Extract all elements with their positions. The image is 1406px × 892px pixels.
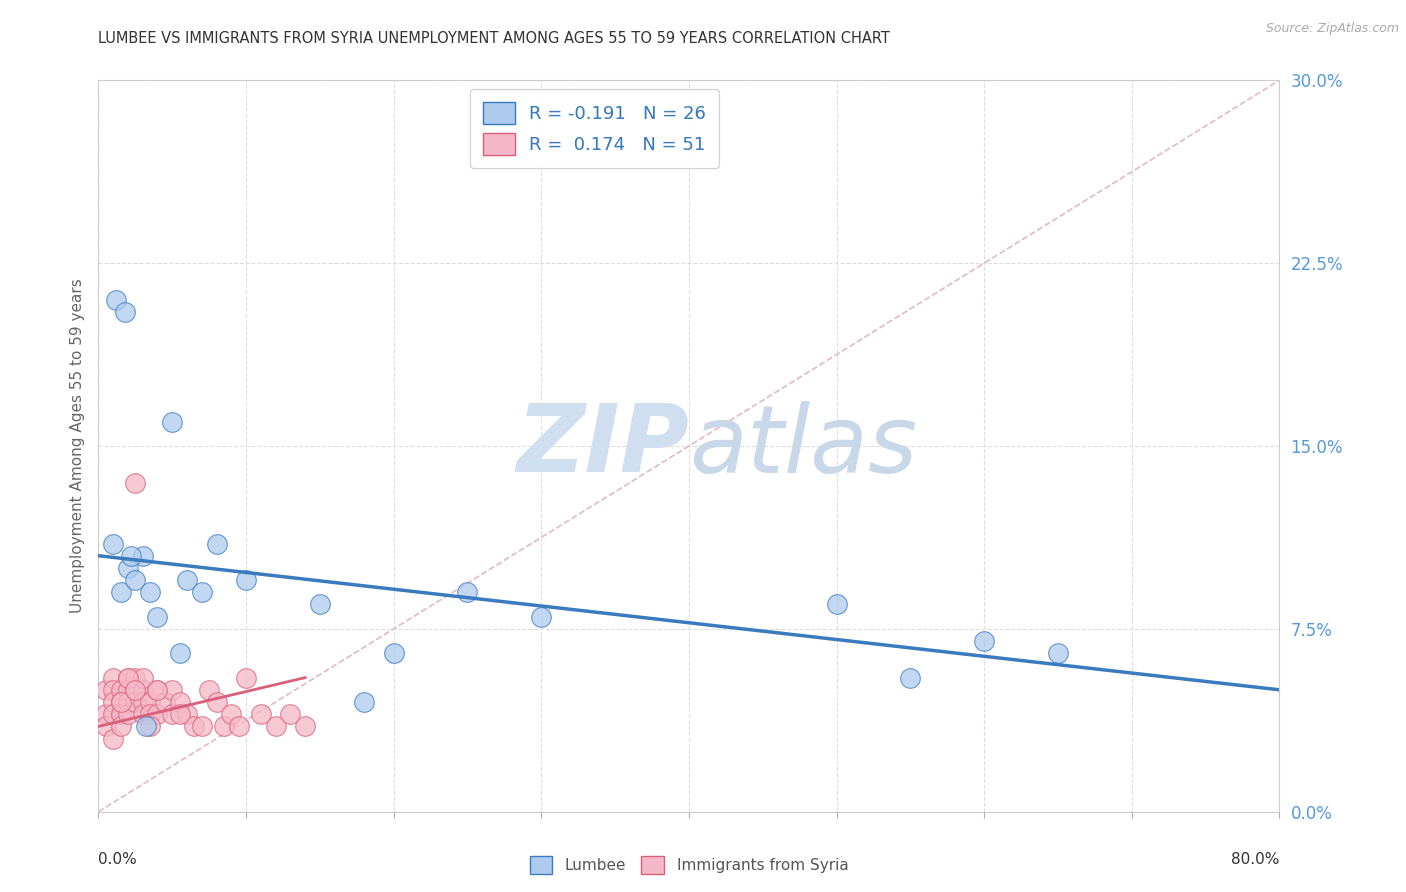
Point <box>205 536 228 550</box>
Point <box>114 305 136 319</box>
Point <box>153 695 176 709</box>
Point <box>900 671 922 685</box>
Point <box>110 695 132 709</box>
Point <box>94 707 117 722</box>
Point <box>124 671 146 685</box>
Point <box>135 719 157 733</box>
Point <box>132 671 155 685</box>
Point <box>110 707 132 722</box>
Point <box>278 707 302 722</box>
Point <box>176 707 198 722</box>
Point <box>110 585 132 599</box>
Point <box>103 707 125 722</box>
Point <box>205 695 228 709</box>
Point <box>212 719 235 733</box>
Point <box>139 707 162 722</box>
Point <box>103 682 125 697</box>
Point <box>825 598 848 612</box>
Point <box>124 695 146 709</box>
Point <box>530 609 553 624</box>
Point <box>456 585 478 599</box>
Point <box>176 573 198 587</box>
Point <box>132 707 155 722</box>
Point <box>353 695 375 709</box>
Y-axis label: Unemployment Among Ages 55 to 59 years: Unemployment Among Ages 55 to 59 years <box>69 278 84 614</box>
Point <box>124 682 146 697</box>
Point <box>103 731 125 746</box>
Point <box>117 695 139 709</box>
Point <box>117 561 139 575</box>
Text: atlas: atlas <box>689 401 917 491</box>
Point <box>120 549 142 563</box>
Point <box>94 682 117 697</box>
Point <box>309 598 332 612</box>
Legend: R = -0.191   N = 26, R =  0.174   N = 51: R = -0.191 N = 26, R = 0.174 N = 51 <box>470 89 718 168</box>
Point <box>110 682 132 697</box>
Text: LUMBEE VS IMMIGRANTS FROM SYRIA UNEMPLOYMENT AMONG AGES 55 TO 59 YEARS CORRELATI: LUMBEE VS IMMIGRANTS FROM SYRIA UNEMPLOY… <box>98 31 890 46</box>
Point <box>124 573 146 587</box>
Point <box>103 671 125 685</box>
Point <box>124 682 146 697</box>
Point <box>235 573 257 587</box>
Text: 80.0%: 80.0% <box>1232 852 1279 867</box>
Text: 0.0%: 0.0% <box>98 852 138 867</box>
Point <box>198 682 221 697</box>
Point <box>1046 646 1069 660</box>
Point <box>110 695 132 709</box>
Point <box>169 695 191 709</box>
Point <box>132 549 155 563</box>
Point <box>191 585 214 599</box>
Point <box>264 719 287 733</box>
Point <box>219 707 243 722</box>
Point <box>973 634 995 648</box>
Point <box>124 475 146 490</box>
Point <box>103 536 125 550</box>
Point <box>117 671 139 685</box>
Point <box>169 646 191 660</box>
Point <box>146 682 169 697</box>
Point <box>235 671 257 685</box>
Point <box>139 585 162 599</box>
Point <box>294 719 316 733</box>
Point <box>103 695 125 709</box>
Text: ZIP: ZIP <box>516 400 689 492</box>
Point <box>146 609 169 624</box>
Point <box>117 707 139 722</box>
Point <box>105 293 128 307</box>
Point <box>132 682 155 697</box>
Point <box>139 695 162 709</box>
Text: Source: ZipAtlas.com: Source: ZipAtlas.com <box>1265 22 1399 36</box>
Point <box>162 682 183 697</box>
Point <box>146 707 169 722</box>
Point <box>139 719 162 733</box>
Legend: Lumbee, Immigrants from Syria: Lumbee, Immigrants from Syria <box>523 850 855 880</box>
Point <box>110 719 132 733</box>
Point <box>228 719 250 733</box>
Point <box>162 707 183 722</box>
Point <box>132 695 155 709</box>
Point <box>183 719 205 733</box>
Point <box>117 682 139 697</box>
Point <box>94 719 117 733</box>
Point <box>191 719 214 733</box>
Point <box>162 415 183 429</box>
Point <box>117 671 139 685</box>
Point <box>169 707 191 722</box>
Point <box>146 682 169 697</box>
Point <box>250 707 273 722</box>
Point <box>382 646 405 660</box>
